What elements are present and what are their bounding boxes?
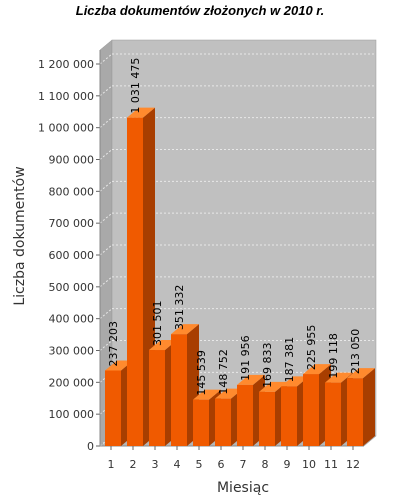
- bar-top: [303, 364, 331, 375]
- bar: [347, 368, 375, 446]
- y-tick-label: 300 000: [49, 345, 95, 358]
- y-tick-label: 0: [87, 440, 94, 453]
- bar-side: [363, 368, 375, 446]
- bar-front: [303, 374, 319, 446]
- bar-front: [237, 384, 253, 446]
- y-tick-label: 900 000: [49, 154, 95, 167]
- data-label: 191 956: [239, 335, 252, 381]
- x-tick-label: 12: [346, 458, 360, 471]
- bar-top: [237, 374, 265, 385]
- grid-line-side: [99, 149, 113, 160]
- bar-top: [281, 376, 309, 387]
- y-tick-label: 600 000: [49, 249, 95, 262]
- grid-line-side: [99, 180, 113, 192]
- bar-front: [259, 391, 275, 446]
- x-tick-label: 7: [240, 458, 247, 471]
- x-tick-label: 4: [174, 458, 181, 471]
- y-tick-label: 200 000: [49, 376, 95, 389]
- y-tick-label: 500 000: [49, 281, 95, 294]
- x-tick-label: 10: [302, 458, 316, 471]
- bar-front: [105, 370, 121, 446]
- y-tick-label: 400 000: [49, 313, 95, 326]
- y-tick-label: 100 000: [49, 408, 95, 421]
- data-label: 301 501: [151, 301, 164, 347]
- grid-line-side: [99, 244, 113, 256]
- chart-title: Liczba dokumentów złożonych w 2010 r.: [76, 3, 325, 18]
- bars: [105, 107, 375, 446]
- y-axis: 0 100 000 200 000 300 000 400 000 500 000 600 …: [38, 50, 101, 453]
- data-label: 237 203: [107, 321, 120, 367]
- y-tick-label: 1 100 000: [38, 90, 94, 103]
- x-tick-label: 6: [218, 458, 225, 471]
- data-labels: 237 203 1 031 475 301 501 351 332 145 539 148…: [107, 58, 362, 396]
- x-tick-label: 5: [196, 458, 203, 471]
- bar-front: [347, 378, 363, 446]
- y-tick-label: 700 000: [49, 217, 95, 230]
- grid-line-side: [99, 53, 113, 65]
- y-axis-label: Liczba dokumentów: [12, 166, 28, 305]
- data-label: 199 118: [327, 333, 340, 379]
- bar-front: [193, 399, 209, 446]
- bar-front: [215, 398, 231, 446]
- x-axis-label: Miesiąc: [217, 480, 269, 496]
- x-tick-label: 9: [284, 458, 291, 471]
- bar-top: [193, 389, 221, 400]
- bar-top: [347, 368, 375, 379]
- bar-front: [127, 117, 143, 446]
- x-axis: 1 2 3 4 5 6 7 8 9 10 11 12: [100, 445, 364, 471]
- data-label: 351 332: [173, 285, 186, 331]
- bar-top: [105, 360, 133, 371]
- bar-front: [149, 350, 165, 446]
- data-label: 1 031 475: [129, 58, 142, 114]
- bar-top: [171, 324, 199, 335]
- data-label: 145 539: [195, 350, 208, 396]
- grid-line-side: [99, 117, 113, 129]
- data-label: 225 955: [305, 325, 318, 371]
- bar-top: [325, 372, 353, 383]
- data-label: 213 050: [349, 329, 362, 375]
- grid-line-side: [99, 212, 113, 224]
- x-tick-label: 2: [130, 458, 137, 471]
- bar-top: [149, 340, 177, 351]
- grid-line-side: [99, 308, 113, 320]
- y-tick-label: 800 000: [49, 185, 95, 198]
- x-tick-label: 8: [262, 458, 269, 471]
- data-label: 148 752: [217, 349, 230, 395]
- bar-front: [281, 386, 297, 446]
- grid-line-side: [99, 276, 113, 288]
- grid-line-side: [99, 85, 113, 97]
- grid-line-side: [99, 340, 113, 351]
- data-label: 187 381: [283, 337, 296, 383]
- x-tick-label: 3: [152, 458, 159, 471]
- y-tick-label: 1 200 000: [38, 58, 94, 71]
- x-tick-label: 1: [108, 458, 115, 471]
- bar-front: [171, 334, 187, 446]
- y-tick-label: 1 000 000: [38, 122, 94, 135]
- bar-top: [259, 381, 287, 392]
- bar-top: [215, 388, 243, 399]
- data-label: 169 833: [261, 342, 274, 388]
- bar-front: [325, 382, 341, 446]
- bar-top: [127, 107, 155, 118]
- x-tick-label: 11: [324, 458, 338, 471]
